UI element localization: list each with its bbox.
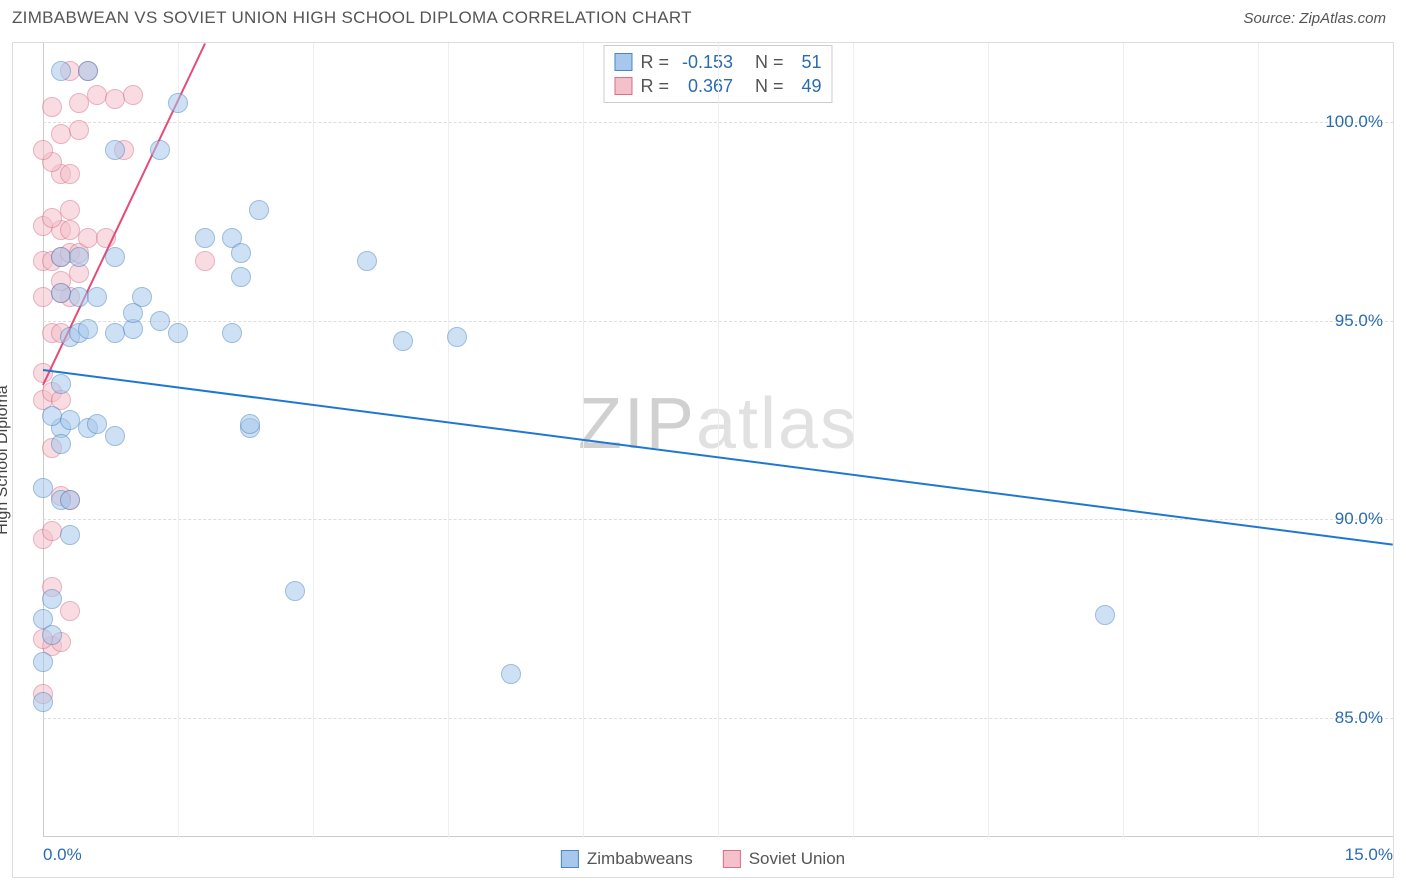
series-legend: Zimbabweans Soviet Union xyxy=(561,849,845,869)
data-point-zimbabwean xyxy=(60,490,80,510)
data-point-soviet xyxy=(42,521,62,541)
data-point-zimbabwean xyxy=(1095,605,1115,625)
stats-label-r: R = xyxy=(640,74,669,98)
data-point-zimbabwean xyxy=(42,589,62,609)
y-tick-label: 90.0% xyxy=(1335,509,1383,529)
gridline-vertical xyxy=(1258,43,1259,837)
legend-item-zimbabwean: Zimbabweans xyxy=(561,849,693,869)
data-point-zimbabwean xyxy=(60,525,80,545)
gridline-vertical xyxy=(718,43,719,837)
data-point-zimbabwean xyxy=(168,93,188,113)
data-point-soviet xyxy=(69,93,89,113)
data-point-soviet xyxy=(78,228,98,248)
data-point-zimbabwean xyxy=(501,664,521,684)
legend-item-soviet: Soviet Union xyxy=(723,849,845,869)
y-tick-label: 85.0% xyxy=(1335,708,1383,728)
data-point-zimbabwean xyxy=(105,247,125,267)
y-axis-label: High School Diploma xyxy=(0,385,12,534)
stats-label-n: N = xyxy=(755,50,784,74)
data-point-zimbabwean xyxy=(105,323,125,343)
data-point-zimbabwean xyxy=(150,311,170,331)
data-point-zimbabwean xyxy=(249,200,269,220)
chart-title: ZIMBABWEAN VS SOVIET UNION HIGH SCHOOL D… xyxy=(12,8,692,28)
data-point-zimbabwean xyxy=(69,247,89,267)
data-point-zimbabwean xyxy=(357,251,377,271)
data-point-soviet xyxy=(60,220,80,240)
data-point-soviet xyxy=(105,89,125,109)
chart-header: ZIMBABWEAN VS SOVIET UNION HIGH SCHOOL D… xyxy=(0,0,1406,32)
data-point-soviet xyxy=(33,287,53,307)
data-point-zimbabwean xyxy=(123,303,143,323)
data-point-zimbabwean xyxy=(51,434,71,454)
data-point-zimbabwean xyxy=(231,267,251,287)
data-point-zimbabwean xyxy=(393,331,413,351)
data-point-zimbabwean xyxy=(33,692,53,712)
data-point-zimbabwean xyxy=(105,140,125,160)
gridline-vertical xyxy=(1123,43,1124,837)
swatch-zimbabwean xyxy=(561,850,579,868)
data-point-zimbabwean xyxy=(447,327,467,347)
data-point-zimbabwean xyxy=(168,323,188,343)
data-point-soviet xyxy=(42,97,62,117)
swatch-zimbabwean xyxy=(614,53,632,71)
data-point-zimbabwean xyxy=(285,581,305,601)
data-point-soviet xyxy=(42,208,62,228)
gridline-vertical xyxy=(178,43,179,837)
gridline-vertical xyxy=(853,43,854,837)
watermark-suffix: atlas xyxy=(696,384,858,464)
data-point-zimbabwean xyxy=(60,410,80,430)
data-point-soviet xyxy=(87,85,107,105)
stats-value-n-zimbabwean: 51 xyxy=(792,50,822,74)
data-point-zimbabwean xyxy=(51,283,71,303)
data-point-zimbabwean xyxy=(87,287,107,307)
data-point-zimbabwean xyxy=(78,61,98,81)
data-point-zimbabwean xyxy=(231,243,251,263)
stats-value-r-zimbabwean: -0.153 xyxy=(677,50,733,74)
legend-label-soviet: Soviet Union xyxy=(749,849,845,869)
data-point-zimbabwean xyxy=(195,228,215,248)
y-tick-label: 95.0% xyxy=(1335,311,1383,331)
gridline-vertical xyxy=(313,43,314,837)
data-point-soviet xyxy=(33,140,53,160)
data-point-soviet xyxy=(69,120,89,140)
swatch-soviet xyxy=(614,77,632,95)
data-point-zimbabwean xyxy=(78,319,98,339)
gridline-vertical xyxy=(448,43,449,837)
data-point-zimbabwean xyxy=(69,287,89,307)
stats-label-n: N = xyxy=(755,74,784,98)
data-point-zimbabwean xyxy=(51,247,71,267)
data-point-soviet xyxy=(51,124,71,144)
chart-source: Source: ZipAtlas.com xyxy=(1243,10,1386,27)
data-point-soviet xyxy=(123,85,143,105)
data-point-zimbabwean xyxy=(42,406,62,426)
data-point-zimbabwean xyxy=(51,61,71,81)
data-point-zimbabwean xyxy=(240,414,260,434)
stats-label-r: R = xyxy=(640,50,669,74)
x-tick-label: 0.0% xyxy=(43,845,82,865)
swatch-soviet xyxy=(723,850,741,868)
chart-container: High School Diploma ZIPatlas R = -0.153 … xyxy=(12,42,1394,878)
legend-label-zimbabwean: Zimbabweans xyxy=(587,849,693,869)
data-point-soviet xyxy=(60,164,80,184)
stats-value-r-soviet: 0.367 xyxy=(677,74,733,98)
data-point-zimbabwean xyxy=(105,426,125,446)
x-tick-label: 15.0% xyxy=(1345,845,1393,865)
data-point-zimbabwean xyxy=(33,652,53,672)
stats-value-n-soviet: 49 xyxy=(792,74,822,98)
data-point-soviet xyxy=(60,601,80,621)
data-point-zimbabwean xyxy=(222,323,242,343)
plot-area: ZIPatlas R = -0.153 N = 51 R = 0.367 N =… xyxy=(43,43,1393,837)
data-point-soviet xyxy=(195,251,215,271)
data-point-zimbabwean xyxy=(51,374,71,394)
data-point-zimbabwean xyxy=(42,625,62,645)
data-point-zimbabwean xyxy=(33,478,53,498)
gridline-vertical xyxy=(988,43,989,837)
data-point-zimbabwean xyxy=(150,140,170,160)
data-point-soviet xyxy=(60,200,80,220)
y-tick-label: 100.0% xyxy=(1325,112,1383,132)
data-point-zimbabwean xyxy=(87,414,107,434)
